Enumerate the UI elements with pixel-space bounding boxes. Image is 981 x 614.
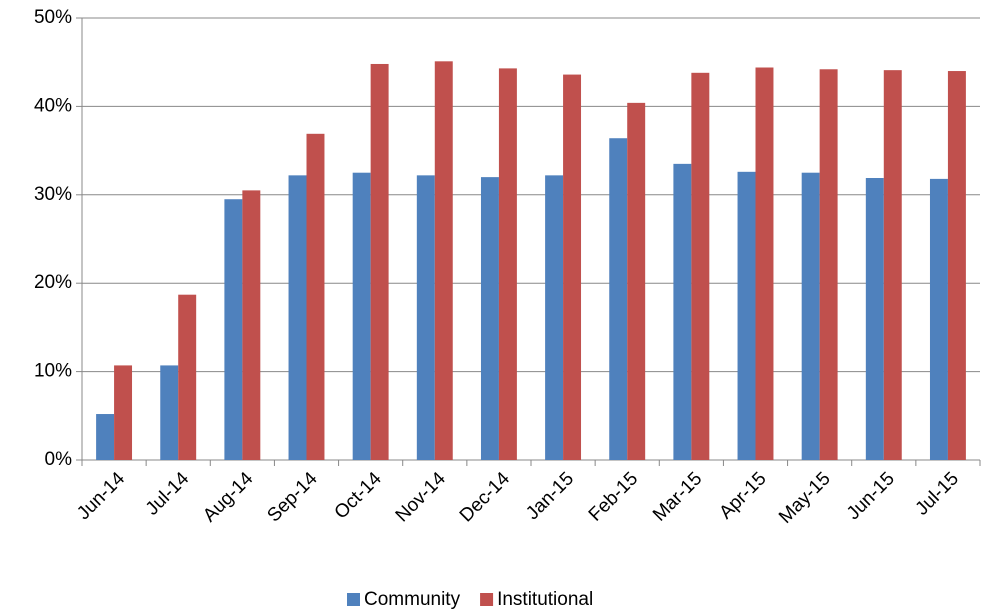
bar [609,138,628,460]
bar [498,68,517,460]
x-tick-label: Sep-14 [263,468,321,526]
bar [737,171,756,461]
x-tick-label: Mar-15 [649,468,706,525]
bar [947,71,966,460]
bar [160,365,179,460]
x-tick-label: Jun-15 [843,468,899,524]
x-tick-label: Jul-15 [912,468,963,519]
y-tick-label: 20% [34,272,72,293]
bar [114,365,133,460]
x-tick-label: Feb-15 [585,468,642,525]
x-tick-label: Dec-14 [456,468,514,526]
bar [480,177,499,460]
bar [755,67,774,460]
bar [545,175,564,461]
bar [306,133,325,460]
bar [178,294,197,460]
bar [883,70,902,460]
x-tick-label: Oct-14 [331,468,386,523]
legend-swatch [347,593,360,606]
bar [242,190,261,460]
y-tick-label: 50% [34,7,72,28]
x-tick-label: Jan-15 [522,468,578,524]
bar [434,61,453,460]
bar [819,69,838,460]
bar [691,72,710,461]
bar [673,163,692,461]
x-tick-label: Jul-14 [142,468,194,520]
bar [370,63,389,461]
bar [288,175,307,461]
legend-label: Institutional [497,589,593,610]
legend-swatch [480,593,494,606]
bar [224,199,243,460]
legend-label: Community [364,589,461,610]
y-tick-label: 10% [34,361,72,382]
x-tick-label: Jun-14 [73,468,129,524]
bar [929,178,948,460]
bar [416,175,435,461]
y-tick-label: 40% [34,95,72,116]
y-tick-label: 0% [45,449,73,470]
bar [865,178,884,460]
x-tick-label: May-15 [775,468,835,528]
bar [96,414,115,460]
x-tick-label: Nov-14 [392,468,450,526]
x-tick-label: Apr-15 [715,468,770,523]
bar [627,102,646,460]
y-tick-label: 30% [34,184,72,205]
bar [801,172,820,460]
x-tick-label: Aug-14 [199,468,257,526]
bar [563,74,582,461]
bar [352,172,371,460]
